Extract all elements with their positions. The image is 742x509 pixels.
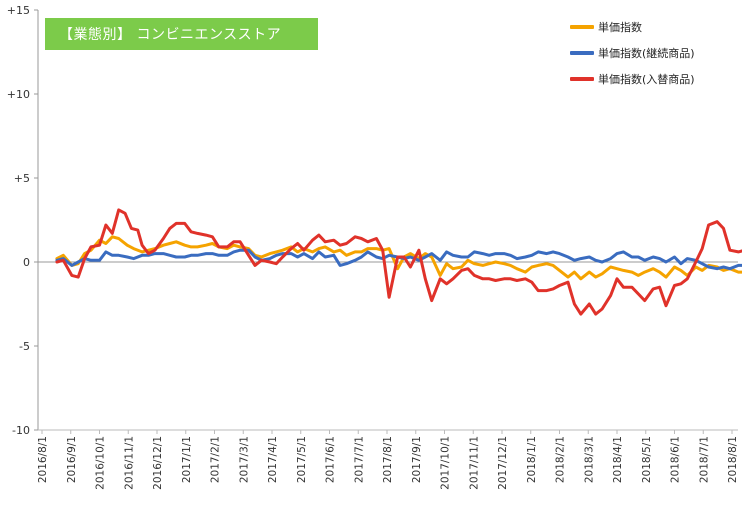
x-tick-label: 2016/8/1 [37,436,49,483]
x-tick-label: 2017/7/1 [353,436,365,483]
x-tick-label: 2018/8/1 [727,436,739,483]
x-tick-label: 2018/6/1 [670,436,682,483]
legend-swatch-replacement-products [570,77,594,81]
x-tick-label: 2016/11/1 [123,436,135,490]
x-tick-label: 2018/7/1 [698,436,710,483]
x-tick-labels: 2016/8/1 2016/9/1 2016/10/1 2016/11/1 2016/1… [37,436,739,490]
y-tick-label: -5 [19,340,30,353]
x-tick-label: 2016/12/1 [152,436,164,490]
y-tick-label: 0 [23,256,30,269]
x-tick-label: 2017/5/1 [296,436,308,483]
x-tick-label: 2018/4/1 [612,436,624,483]
legend-swatch-unit-price-index [570,25,594,29]
legend-item-continuing-products: 単価指数(継続商品) [570,40,738,66]
y-tick-label: -10 [12,424,30,437]
legend-label: 単価指数(入替商品) [598,73,695,86]
series-line-0 [55,235,742,281]
x-tick-label: 2018/3/1 [583,436,595,483]
legend-item-unit-price-index: 単価指数 [570,14,738,40]
legend-label: 単価指数(継続商品) [598,47,695,60]
x-tick-label: 2016/10/1 [95,436,107,490]
x-tick-label: 2017/1/1 [181,436,193,483]
series-line-2 [55,208,742,316]
x-tick-label: 2017/11/1 [468,436,480,490]
y-tick-label: +15 [7,4,30,17]
x-tick-label: 2018/1/1 [526,436,538,483]
legend: 単価指数 単価指数(継続商品) 単価指数(入替商品) [570,14,738,96]
legend-label: 単価指数 [598,21,642,34]
y-tick-label: +10 [7,88,30,101]
x-tick-label: 2017/6/1 [325,436,337,483]
chart-title-text: 【業態別】 コンビニエンスストア [59,27,282,43]
legend-item-replacement-products: 単価指数(入替商品) [570,66,738,92]
y-tick-labels: +15 +10 +5 0 -5 -10 [7,4,30,437]
x-tick-label: 2017/4/1 [267,436,279,483]
x-tick-label: 2017/12/1 [497,436,509,490]
x-tick-label: 2017/3/1 [238,436,250,483]
axes [34,9,738,434]
x-tick-label: 2017/2/1 [210,436,222,483]
y-tick-label: +5 [14,172,30,185]
x-tick-label: 2018/2/1 [555,436,567,483]
x-tick-label: 2018/5/1 [641,436,653,483]
series-lines [55,208,742,316]
x-tick-label: 2016/9/1 [66,436,78,483]
x-tick-label: 2017/10/1 [440,436,452,490]
x-tick-label: 2017/9/1 [411,436,423,483]
x-tick-label: 2017/8/1 [382,436,394,483]
legend-swatch-continuing-products [570,51,594,55]
chart-title: 【業態別】 コンビニエンスストア [45,18,318,50]
